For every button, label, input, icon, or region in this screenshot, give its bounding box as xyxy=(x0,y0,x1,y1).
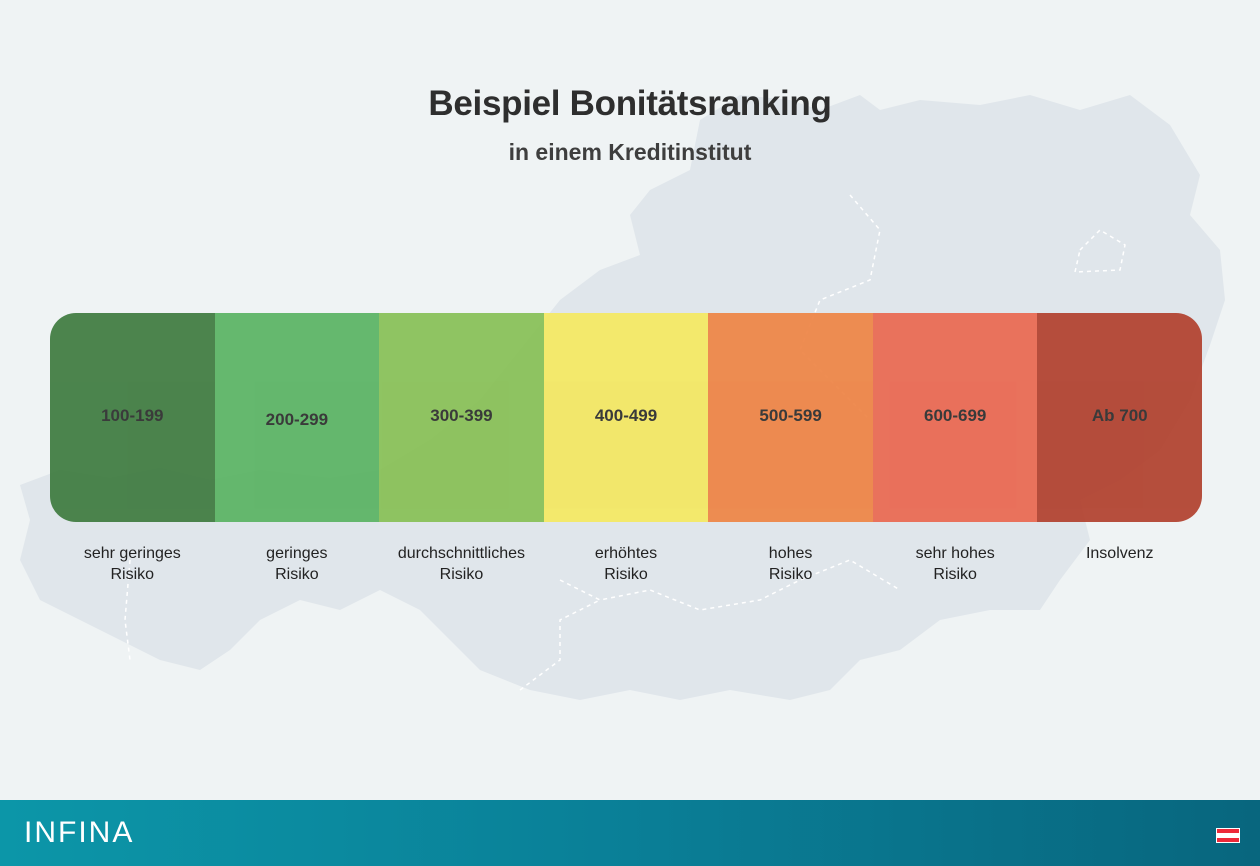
risk-label: erhöhtes Risiko xyxy=(544,543,709,585)
risk-label-line1: sehr geringes xyxy=(83,545,181,562)
infina-logo: INFINA xyxy=(24,816,135,849)
scale-segment-100-199: 100-199 xyxy=(50,313,215,522)
risk-label-line2: Risiko xyxy=(275,566,319,583)
segment-range-label: 200-299 xyxy=(265,409,329,429)
risk-label-line1: sehr hohes xyxy=(915,545,995,562)
risk-label-line2: Risiko xyxy=(768,566,813,583)
scale-segment-200-299: 200-299 xyxy=(214,313,380,522)
flag-stripe xyxy=(1217,829,1239,834)
scale-segment-300-399: 300-399 xyxy=(379,313,544,522)
segment-range-label: 400-499 xyxy=(594,405,658,425)
segment-range-label: 100-199 xyxy=(101,405,164,425)
risk-label-line1: erhöhtes xyxy=(594,545,658,562)
risk-label-line1: geringes xyxy=(266,545,328,562)
scale-segment-500-599: 500-599 xyxy=(708,313,873,522)
segment-range-label: Ab 700 xyxy=(1091,405,1148,425)
risk-label-line1: hohes xyxy=(768,545,813,562)
scale-segment-ab-700: Ab 700 xyxy=(1037,313,1202,522)
austria-map-border-lines xyxy=(124,194,1126,691)
risk-label: durchschnittliches Risiko xyxy=(379,543,544,585)
flag-stripe xyxy=(1217,833,1239,838)
risk-label-line2: Risiko xyxy=(604,566,648,583)
risk-label-line1: durchschnittliches xyxy=(397,545,526,562)
risk-label-line2: Risiko xyxy=(439,566,484,583)
risk-label-line2: Risiko xyxy=(110,566,155,583)
segment-range-label: 600-699 xyxy=(923,405,987,425)
credit-rating-scale: 100-199 200-299 300-399 400-499 500-599 … xyxy=(50,313,1202,522)
risk-label-line2: Risiko xyxy=(933,566,977,583)
scale-segment-400-499: 400-499 xyxy=(543,313,709,522)
risk-label: sehr hohes Risiko xyxy=(873,543,1038,585)
segment-range-label: 300-399 xyxy=(430,405,493,425)
risk-label: Insolvenz xyxy=(1037,543,1202,585)
risk-label: geringes Risiko xyxy=(215,543,380,585)
austria-flag-icon xyxy=(1216,828,1240,843)
flag-stripe xyxy=(1217,837,1239,842)
page-subtitle: in einem Kreditinstitut xyxy=(508,139,752,165)
risk-label-line1: Insolvenz xyxy=(1085,545,1154,562)
footer-bar: INFINA xyxy=(0,800,1260,866)
risk-label: hohes Risiko xyxy=(708,543,873,585)
risk-label: sehr geringes Risiko xyxy=(50,543,215,585)
segment-range-label: 500-599 xyxy=(759,405,822,425)
page-title: Beispiel Bonitätsranking xyxy=(428,84,832,123)
scale-segment-600-699: 600-699 xyxy=(872,313,1038,522)
risk-labels: sehr geringes Risiko geringes Risiko durch… xyxy=(50,543,1202,585)
